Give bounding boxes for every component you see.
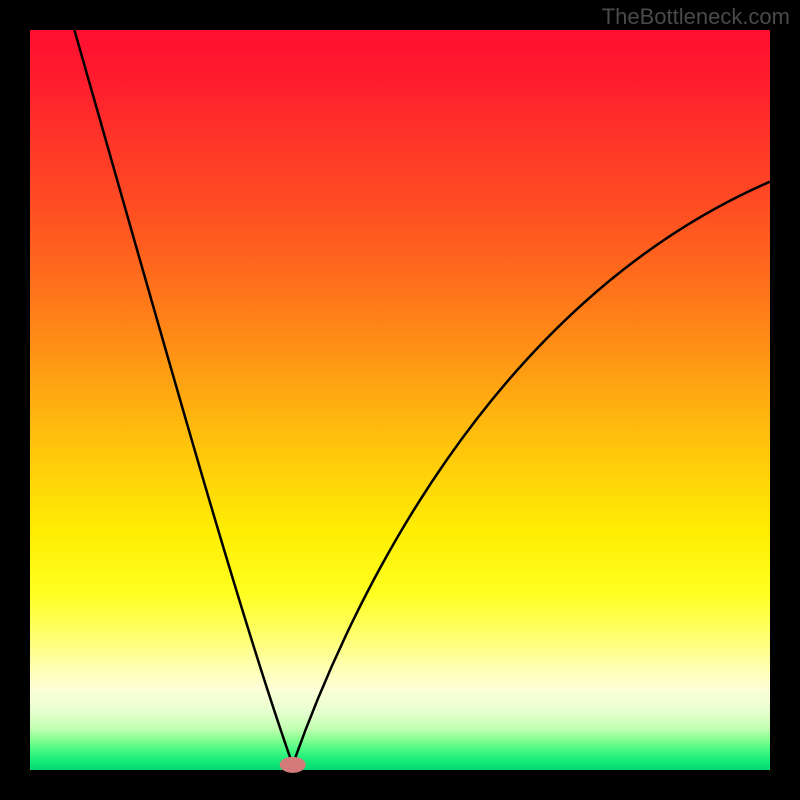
- optimal-point-marker: [280, 757, 306, 773]
- watermark-text: TheBottleneck.com: [602, 4, 790, 30]
- chart-plot-background: [30, 30, 770, 770]
- bottleneck-chart: [0, 0, 800, 800]
- chart-container: TheBottleneck.com: [0, 0, 800, 800]
